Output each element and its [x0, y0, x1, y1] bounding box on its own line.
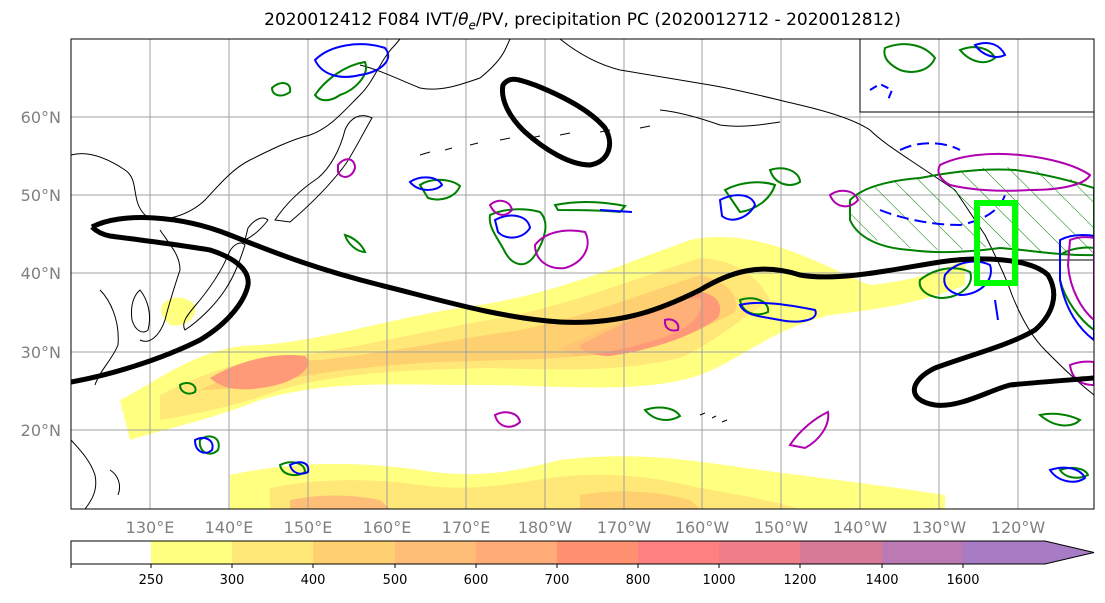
colorbar-segment-2: [232, 541, 313, 564]
lon-label-140e: 140°E: [205, 518, 254, 537]
colorbar: 250 300 400 500 600 700 800 1000 1200 14…: [70, 540, 1095, 588]
lat-label-40: 40°N: [21, 264, 61, 283]
coastlines: [71, 39, 1094, 509]
lon-label-180w: 180°W: [518, 518, 573, 537]
colorbar-segment-8: [719, 541, 800, 564]
lat-label-50: 50°N: [21, 186, 61, 205]
colorbar-segment-10: [882, 541, 963, 564]
colorbar-tick-250: 250: [139, 573, 164, 588]
magenta-contours: [337, 152, 1094, 450]
lon-label-140w: 140°W: [833, 518, 888, 537]
lon-label-130e: 130°E: [126, 518, 175, 537]
colorbar-segment-4: [395, 541, 476, 564]
colorbar-segment-6: [557, 541, 638, 564]
colorbar-tick-1400: 1400: [865, 573, 898, 588]
colorbar-tick-1200: 1200: [783, 573, 816, 588]
lon-label-170e: 170°E: [442, 518, 491, 537]
lon-label-150e: 150°E: [284, 518, 333, 537]
lon-label-160e: 160°E: [363, 518, 412, 537]
colorbar-extend-arrow: [963, 541, 1094, 564]
lat-label-20: 20°N: [21, 421, 61, 440]
lat-label-60: 60°N: [21, 108, 61, 127]
colorbar-tick-800: 800: [626, 573, 651, 588]
colorbar-outline: [70, 540, 1095, 565]
colorbar-tick-300: 300: [220, 573, 245, 588]
lon-label-120w: 120°W: [991, 518, 1046, 537]
colorbar-tick-700: 700: [545, 573, 570, 588]
colorbar-tick-1600: 1600: [946, 573, 979, 588]
ivt-shading: [120, 236, 965, 509]
colorbar-segment-0: [71, 541, 151, 564]
colorbar-tick-500: 500: [383, 573, 408, 588]
colorbar-tick-600: 600: [464, 573, 489, 588]
colorbar-segment-1: [151, 541, 232, 564]
graticule: [71, 39, 1094, 509]
colorbar-tick-1000: 1000: [702, 573, 735, 588]
lon-label-130w: 130°W: [912, 518, 967, 537]
colorbar-segment-3: [313, 541, 395, 564]
green-contours: [178, 43, 1094, 479]
colorbar-segment-9: [800, 541, 882, 564]
lon-label-160w: 160°W: [675, 518, 730, 537]
map-frame: [70, 38, 1095, 510]
lon-label-150w: 150°W: [754, 518, 809, 537]
black-contours: [71, 76, 1094, 408]
lon-label-170w: 170°W: [597, 518, 652, 537]
colorbar-tick-400: 400: [301, 573, 326, 588]
colorbar-segment-7: [638, 541, 719, 564]
lat-label-30: 30°N: [21, 343, 61, 362]
colorbar-segment-5: [476, 541, 557, 564]
highlight-box: [974, 200, 1018, 286]
figure-title: 2020012412 F084 IVT/θe/PV, precipitation…: [264, 10, 901, 33]
